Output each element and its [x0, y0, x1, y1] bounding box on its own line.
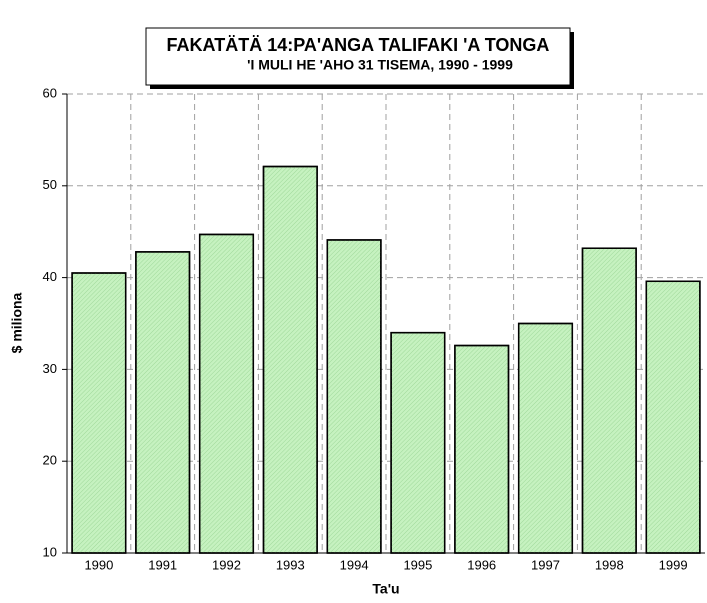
bar-hatch [326, 239, 382, 554]
chart-title: FAKATÄTÄ 14:PA'ANGA TALIFAKI 'A TONGA [167, 35, 550, 55]
x-tick-label: 1999 [659, 557, 688, 572]
x-tick-label: 1991 [148, 557, 177, 572]
bar-hatch [262, 165, 318, 554]
y-axis-label: $ miliona [9, 292, 25, 353]
x-tick-label: 1990 [84, 557, 113, 572]
bar-hatch [198, 233, 255, 554]
y-tick-label: 30 [43, 361, 57, 376]
x-tick-label: 1994 [340, 557, 369, 572]
x-tick-label: 1992 [212, 557, 241, 572]
x-tick-label: 1998 [595, 557, 624, 572]
x-tick-label: 1997 [531, 557, 560, 572]
x-tick-label: 1996 [467, 557, 496, 572]
y-tick-label: 60 [43, 85, 57, 100]
bar-hatch [390, 331, 446, 554]
x-tick-label: 1993 [276, 557, 305, 572]
bar-hatch [71, 272, 127, 554]
x-axis-label: Ta'u [372, 581, 399, 597]
bar-hatch [581, 247, 637, 554]
x-tick-label: 1995 [403, 557, 432, 572]
bar-hatch [645, 280, 701, 554]
chart-subtitle: 'I MULI HE 'AHO 31 TISEMA, 1990 - 1999 [247, 57, 513, 73]
title-box [145, 27, 571, 86]
bar-hatch [517, 322, 574, 554]
bar-hatch [454, 344, 510, 554]
y-tick-label: 50 [43, 177, 57, 192]
y-tick-label: 20 [43, 453, 57, 468]
bar-hatch [135, 251, 191, 554]
y-tick-label: 40 [43, 269, 57, 284]
y-tick-label: 10 [43, 544, 57, 559]
